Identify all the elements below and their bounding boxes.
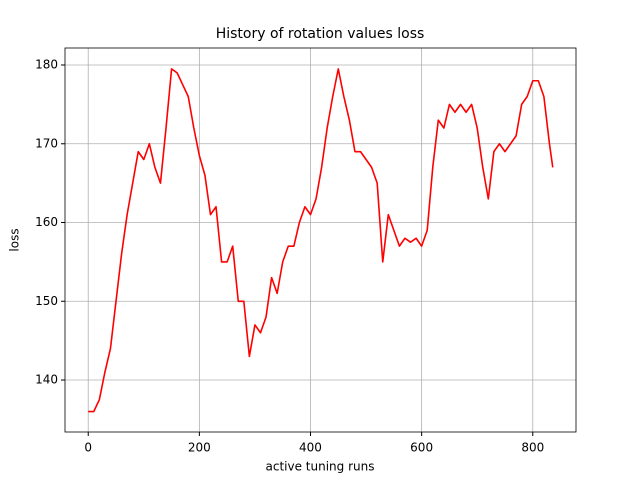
x-tick-label: 800	[521, 441, 544, 455]
chart-title: History of rotation values loss	[216, 26, 425, 42]
x-axis-label: active tuning runs	[266, 460, 375, 474]
y-axis-label: loss	[8, 228, 22, 251]
plot-frame	[64, 47, 577, 433]
x-tick-label: 200	[188, 441, 211, 455]
y-tick-label: 160	[35, 215, 58, 229]
y-tick-label: 170	[35, 136, 58, 150]
x-tick-label: 600	[410, 441, 433, 455]
y-tick-label: 140	[35, 373, 58, 387]
data-line	[88, 68, 554, 413]
y-tick-label: 150	[35, 294, 58, 308]
y-tick-label: 180	[35, 58, 58, 72]
x-tick-label: 400	[299, 441, 322, 455]
x-tick-label: 0	[84, 441, 92, 455]
